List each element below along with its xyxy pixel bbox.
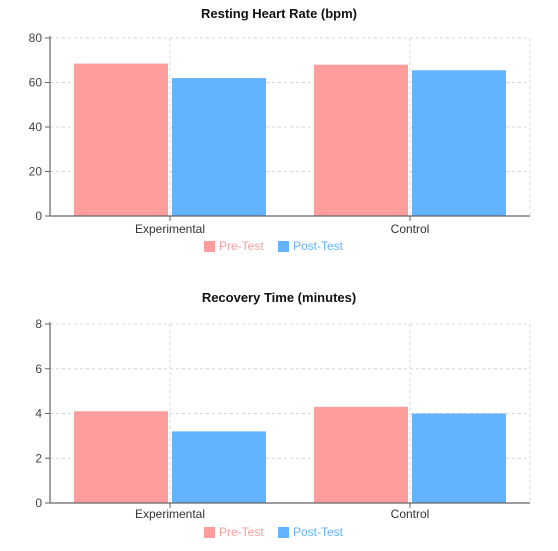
chart-title: Recovery Time (minutes) (202, 290, 356, 305)
legend-label: Post-Test (293, 239, 344, 253)
legend-item: Post-Test (278, 525, 344, 539)
bar-pre-test (314, 406, 408, 503)
bar-pre-test (74, 411, 168, 503)
bar-post-test (412, 70, 506, 216)
bar-post-test (412, 413, 506, 503)
chart-1: Resting Heart Rate (bpm) 0 20 40 60 80 Experim… (29, 6, 531, 253)
legend-label: Pre-Test (219, 239, 264, 253)
bar-pre-test (74, 63, 168, 217)
y-tick-label: 8 (35, 317, 42, 331)
legend-swatch (204, 241, 215, 252)
y-tick-label: 40 (29, 120, 43, 134)
bar-pre-test (314, 64, 408, 216)
y-tick-label: 0 (35, 496, 42, 510)
legend-item: Pre-Test (204, 525, 264, 539)
y-tick-label: 6 (35, 362, 42, 376)
x-tick-label: Control (391, 507, 430, 521)
legend-item: Pre-Test (204, 239, 264, 253)
legend-swatch (278, 241, 289, 252)
legend-label: Post-Test (293, 525, 344, 539)
y-tick-label: 80 (29, 31, 43, 45)
x-tick-label: Control (391, 222, 430, 236)
legend-item: Post-Test (278, 239, 344, 253)
y-tick-label: 60 (29, 76, 43, 90)
chart-title: Resting Heart Rate (bpm) (201, 6, 357, 21)
y-tick-label: 0 (35, 209, 42, 223)
bar-post-test (172, 431, 266, 503)
x-tick-label: Experimental (135, 507, 205, 521)
legend-swatch (204, 527, 215, 538)
y-tick-label: 4 (35, 407, 42, 421)
legend-swatch (278, 527, 289, 538)
chart-2: Recovery Time (minutes) 0 2 4 6 8 Experimental… (35, 290, 531, 539)
legend-label: Pre-Test (219, 525, 264, 539)
bar-post-test (172, 78, 266, 216)
y-tick-label: 20 (29, 165, 43, 179)
y-tick-label: 2 (35, 451, 42, 465)
x-tick-label: Experimental (135, 222, 205, 236)
